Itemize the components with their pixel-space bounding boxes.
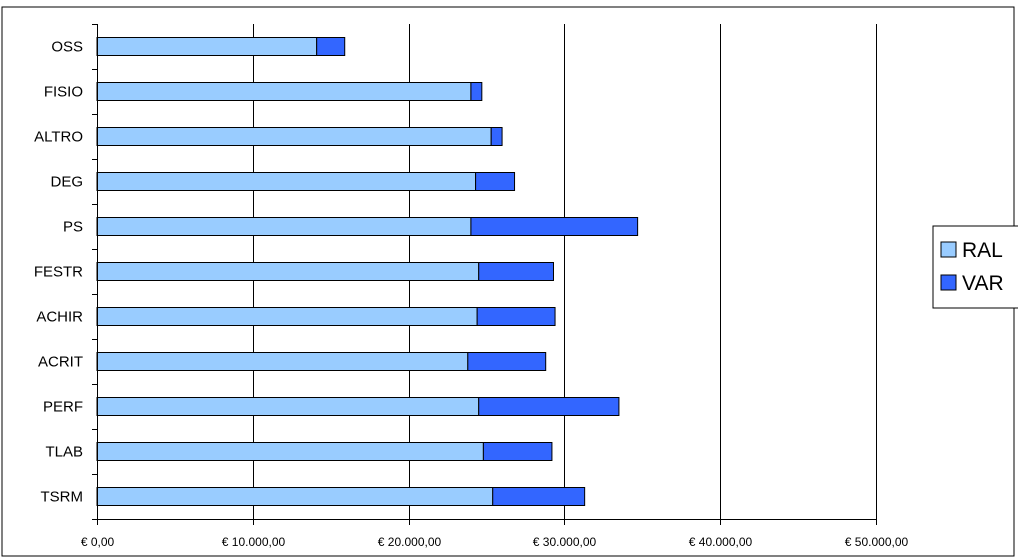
bar-var <box>478 397 620 416</box>
category-label: TSRM <box>41 489 84 506</box>
legend-swatch-var <box>940 274 957 291</box>
legend: RAL VAR <box>932 225 1018 309</box>
category-label: OSS <box>51 39 83 56</box>
category-label: FISIO <box>44 84 83 101</box>
bar-ral <box>96 37 318 56</box>
legend-label-ral: RAL <box>962 239 1003 262</box>
category-label: PERF <box>43 399 83 416</box>
category-label: FESTR <box>34 264 83 281</box>
category-label: PS <box>63 219 83 236</box>
legend-box <box>932 225 1018 309</box>
bar-var <box>475 172 516 191</box>
bar-var <box>482 442 553 461</box>
legend-swatch-ral <box>940 241 957 258</box>
bar-var <box>470 217 639 236</box>
bar-ral <box>96 307 478 326</box>
bars <box>96 37 639 506</box>
bar-ral <box>96 172 477 191</box>
category-label: ACHIR <box>36 309 83 326</box>
bar-var <box>492 487 586 506</box>
bar-ral <box>96 397 480 416</box>
axes <box>92 24 877 525</box>
x-tick-label: € 20.000,00 <box>378 535 442 549</box>
bar-var <box>467 352 547 371</box>
bar-var <box>478 262 554 281</box>
bar-var <box>476 307 556 326</box>
x-tick-label: € 30.000,00 <box>533 535 597 549</box>
category-label: TLAB <box>45 444 83 461</box>
bar-ral <box>96 127 492 146</box>
bar-ral <box>96 262 480 281</box>
labels: € 0,00 € 10.000,00 € 20.000,00 € 30.000,00 €… <box>34 39 909 550</box>
category-label: DEG <box>50 174 83 191</box>
x-tick-label: € 0,00 <box>81 535 115 549</box>
bar-ral <box>96 442 484 461</box>
x-tick-label: € 40.000,00 <box>689 535 753 549</box>
bar-ral <box>96 217 472 236</box>
legend-label-var: VAR <box>962 272 1004 295</box>
category-label: ALTRO <box>34 129 83 146</box>
x-tick-label: € 50.000,00 <box>845 535 909 549</box>
bar-var <box>470 82 483 101</box>
category-label: ACRIT <box>38 354 83 371</box>
bar-ral <box>96 352 469 371</box>
bar-ral <box>96 487 494 506</box>
bar-var <box>316 37 346 56</box>
bar-var <box>490 127 503 146</box>
bar-ral <box>96 82 472 101</box>
x-tick-label: € 10.000,00 <box>222 535 286 549</box>
